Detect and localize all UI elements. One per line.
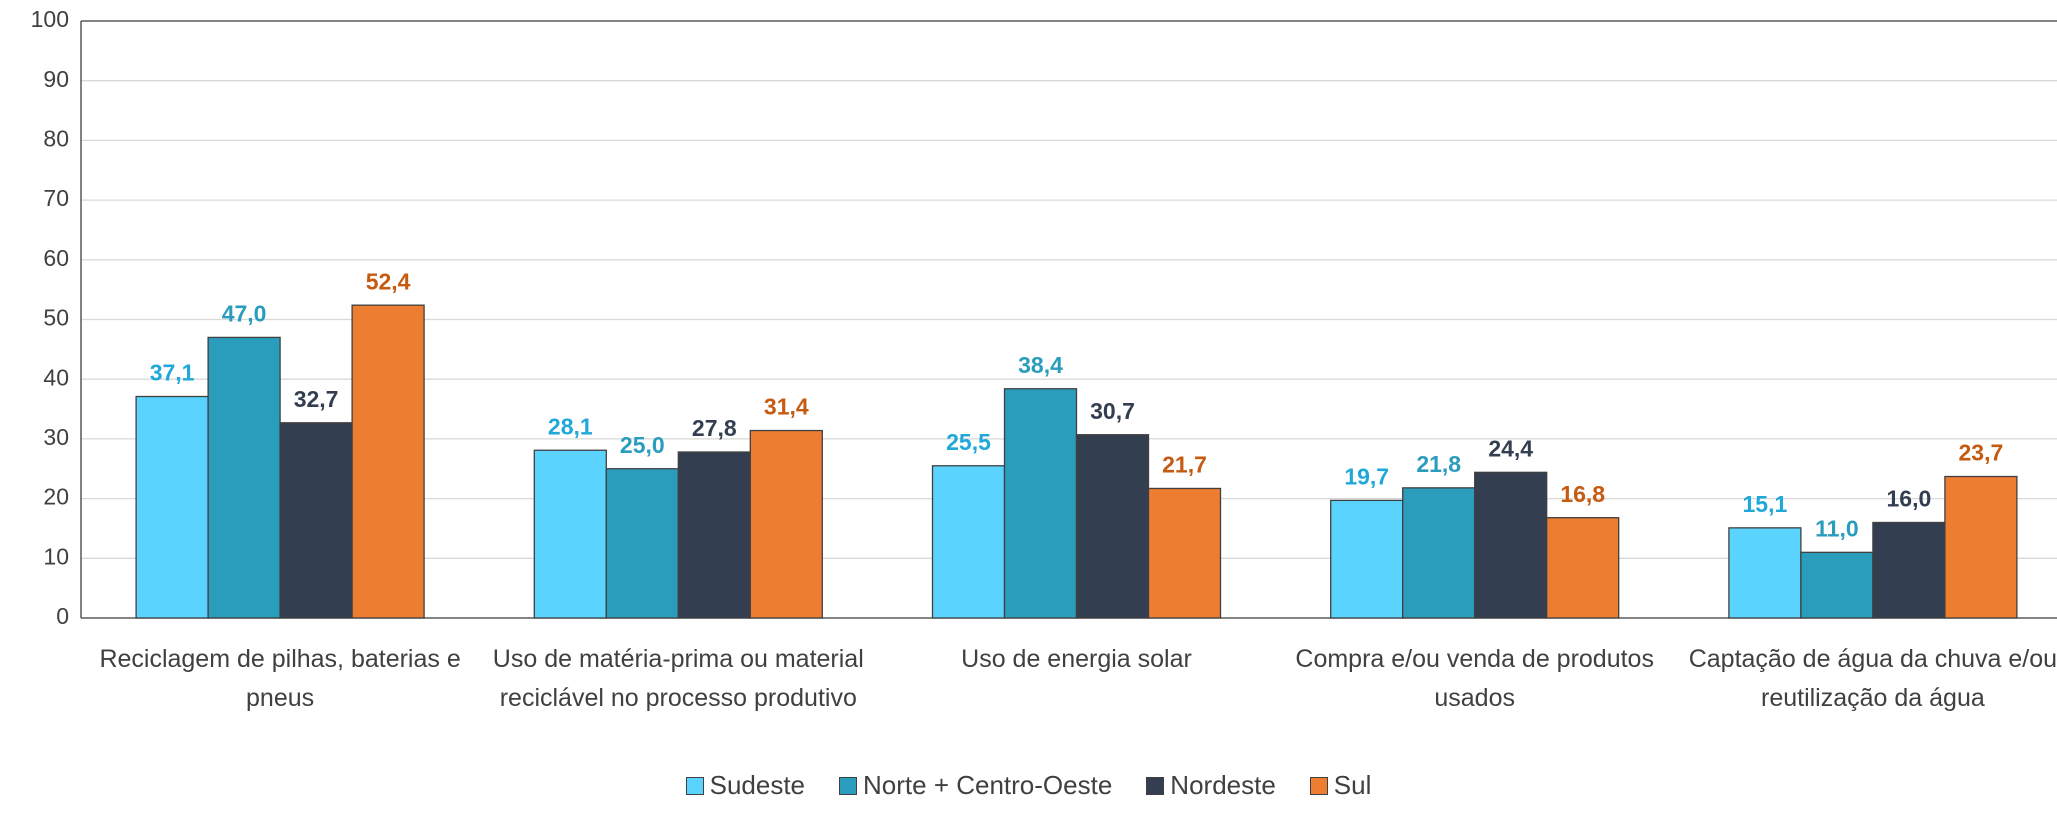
bar bbox=[1944, 475, 2018, 619]
y-tick-label: 0 bbox=[56, 603, 69, 629]
y-tick-label: 60 bbox=[43, 245, 69, 271]
y-tick-label: 80 bbox=[43, 125, 69, 151]
y-tick-label: 40 bbox=[43, 364, 69, 390]
y-tick-label: 50 bbox=[43, 305, 69, 331]
x-tick-label: Reciclagem de pilhas, baterias e pneus bbox=[99, 645, 461, 712]
legend-item: Norte + Centro-Oeste bbox=[839, 770, 1112, 801]
legend-swatch bbox=[1146, 776, 1165, 795]
data-label: 23,7 bbox=[1959, 440, 2004, 466]
legend-item: Nordeste bbox=[1146, 770, 1276, 801]
legend-label: Norte + Centro-Oeste bbox=[863, 770, 1113, 800]
data-label: 16,8 bbox=[1560, 481, 1605, 507]
legend-label: Sudeste bbox=[709, 770, 806, 800]
data-label: 52,4 bbox=[366, 268, 411, 294]
bar bbox=[1872, 521, 1946, 619]
x-tick-label: Captação de água da chuva e/ou reutiliza… bbox=[1688, 645, 2057, 712]
data-label: 16,0 bbox=[1887, 486, 1932, 512]
data-label: 47,0 bbox=[222, 300, 267, 326]
data-label: 24,4 bbox=[1488, 435, 1533, 461]
data-label: 30,7 bbox=[1090, 398, 1135, 424]
data-label: 27,8 bbox=[692, 415, 737, 441]
bar bbox=[207, 336, 281, 619]
data-label: 21,8 bbox=[1416, 451, 1461, 477]
bar bbox=[1728, 527, 1802, 619]
data-label: 11,0 bbox=[1815, 515, 1859, 541]
legend-swatch bbox=[839, 776, 858, 795]
bar bbox=[1402, 487, 1476, 619]
legend-label: Sul bbox=[1333, 770, 1372, 800]
bar bbox=[351, 304, 425, 619]
data-label: 25,0 bbox=[620, 432, 665, 458]
bar bbox=[1474, 471, 1548, 619]
bar bbox=[1330, 499, 1404, 619]
bar bbox=[533, 449, 607, 619]
x-tick-label: Uso de matéria-prima ou material reciclá… bbox=[492, 645, 864, 712]
y-tick-label: 10 bbox=[43, 543, 69, 569]
data-label: 19,7 bbox=[1344, 463, 1389, 489]
bar bbox=[677, 451, 751, 619]
x-tick-label: Compra e/ou venda de produtos usados bbox=[1295, 645, 1654, 712]
bar bbox=[135, 395, 209, 619]
legend-label: Nordeste bbox=[1170, 770, 1276, 800]
legend: Sudeste Norte + Centro-Oeste Nordeste Sul bbox=[0, 770, 2057, 801]
data-label: 38,4 bbox=[1018, 352, 1063, 378]
bar bbox=[279, 422, 353, 619]
legend-item: Sul bbox=[1309, 770, 1372, 801]
bar bbox=[749, 429, 823, 619]
data-label: 25,5 bbox=[946, 429, 991, 455]
bar bbox=[605, 468, 679, 619]
legend-swatch bbox=[685, 776, 704, 795]
data-label: 28,1 bbox=[548, 413, 593, 439]
bar bbox=[931, 465, 1006, 619]
bar bbox=[1075, 434, 1150, 619]
data-label: 21,7 bbox=[1162, 452, 1207, 478]
y-tick-label: 30 bbox=[43, 424, 69, 450]
bar bbox=[1003, 388, 1078, 619]
bar bbox=[1546, 517, 1620, 619]
data-label: 15,1 bbox=[1743, 491, 1788, 517]
data-label: 37,1 bbox=[150, 360, 195, 386]
bar bbox=[1800, 551, 1874, 619]
legend-swatch bbox=[1309, 776, 1328, 795]
x-tick-label: Uso de energia solar bbox=[961, 645, 1192, 673]
y-tick-label: 20 bbox=[43, 484, 69, 510]
y-tick-label: 100 bbox=[31, 6, 69, 32]
y-tick-label: 70 bbox=[43, 185, 69, 211]
y-tick-label: 90 bbox=[43, 66, 69, 92]
legend-item: Sudeste bbox=[685, 770, 806, 801]
data-label: 31,4 bbox=[764, 394, 809, 420]
data-label: 32,7 bbox=[294, 386, 339, 412]
bar bbox=[1147, 487, 1222, 619]
